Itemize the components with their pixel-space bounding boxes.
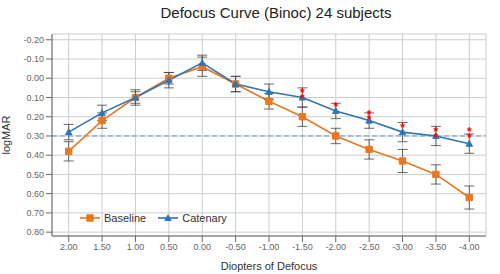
svg-text:0.60: 0.60	[26, 189, 44, 199]
svg-text:*: *	[434, 131, 439, 145]
svg-text:-0.10: -0.10	[23, 54, 44, 64]
svg-text:0.80: 0.80	[26, 227, 44, 237]
svg-text:*: *	[300, 92, 305, 106]
svg-text:-4.00: -4.00	[459, 242, 480, 252]
svg-text:*: *	[333, 100, 338, 114]
html-text:Defocus Curve (Binoc) 24 subje: Defocus Curve (Binoc) 24 subjects	[160, 4, 392, 21]
svg-text:-3.00: -3.00	[392, 242, 413, 252]
svg-text:*: *	[400, 121, 405, 135]
svg-text:-1.00: -1.00	[259, 242, 280, 252]
svg-text:1.00: 1.00	[127, 242, 145, 252]
svg-text:0.40: 0.40	[26, 150, 44, 160]
svg-text:1.50: 1.50	[93, 242, 111, 252]
svg-text:0.00: 0.00	[26, 73, 44, 83]
svg-text:2.00: 2.00	[60, 242, 78, 252]
svg-text:0.70: 0.70	[26, 208, 44, 218]
svg-text:0.00: 0.00	[193, 242, 211, 252]
svg-text:logMAR: logMAR	[8, 115, 12, 154]
svg-text:-1.50: -1.50	[292, 242, 313, 252]
svg-text:0.30: 0.30	[26, 131, 44, 141]
svg-text:Diopters of Defocus: Diopters of Defocus	[221, 260, 318, 272]
html-text:Baseline: Baseline	[104, 212, 147, 224]
svg-text:0.50: 0.50	[160, 242, 178, 252]
svg-text:0.50: 0.50	[26, 170, 44, 180]
svg-text:-2.50: -2.50	[359, 242, 380, 252]
svg-text:*: *	[467, 131, 472, 145]
svg-text:-0.20: -0.20	[23, 35, 44, 45]
svg-text:0.20: 0.20	[26, 112, 44, 122]
svg-text:-3.50: -3.50	[426, 242, 447, 252]
html-text:Catenary: Catenary	[182, 212, 227, 224]
svg-text:*: *	[367, 113, 372, 127]
svg-text:-0.50: -0.50	[225, 242, 246, 252]
svg-text:0.10: 0.10	[26, 93, 44, 103]
svg-text:-2.00: -2.00	[326, 242, 347, 252]
